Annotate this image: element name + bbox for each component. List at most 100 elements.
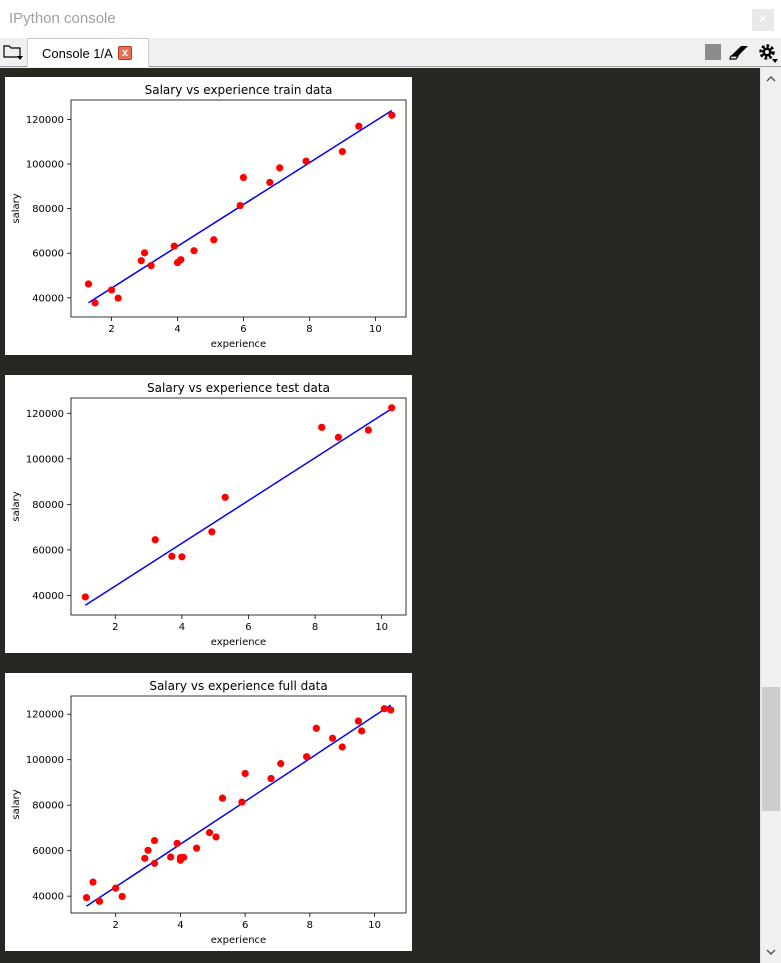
- test-data-chart: Salary vs experience test data 2 4 6 8 10 4000…: [11, 381, 407, 648]
- data-point: [180, 853, 188, 861]
- data-point: [173, 839, 181, 847]
- data-point: [84, 280, 93, 288]
- data-point: [388, 111, 396, 119]
- tab-label: Console 1/A: [42, 46, 113, 61]
- x-tick-label: 10: [375, 622, 388, 633]
- y-tick-label: 100000: [26, 755, 64, 766]
- data-point: [151, 536, 159, 544]
- data-point: [205, 829, 214, 837]
- x-tick-label: 6: [245, 622, 251, 633]
- plot-full: Salary vs experience full data 2 4 6 8 10 4000…: [5, 673, 412, 951]
- chart-title: Salary vs experience full data: [149, 679, 327, 693]
- data-point: [210, 236, 218, 244]
- data-point: [147, 262, 155, 270]
- data-point: [112, 884, 120, 892]
- data-point: [178, 553, 186, 561]
- data-point: [89, 878, 97, 886]
- x-tick-label: 10: [368, 920, 381, 931]
- data-point: [218, 794, 227, 802]
- plot-frame: [70, 397, 407, 616]
- stop-icon[interactable]: [705, 44, 721, 60]
- y-tick-label: 120000: [26, 115, 64, 126]
- eraser-icon[interactable]: [729, 43, 751, 61]
- data-point: [276, 164, 284, 172]
- vertical-scrollbar[interactable]: [760, 68, 781, 963]
- data-point: [328, 734, 337, 742]
- data-point: [212, 833, 220, 841]
- data-point: [380, 705, 388, 713]
- x-tick-label: 4: [177, 920, 183, 931]
- y-tick-label: 60000: [32, 249, 64, 260]
- pane-titlebar: IPython console ×: [0, 0, 781, 38]
- data-point: [95, 897, 104, 905]
- train-data-chart: Salary vs experience train data 2 4 6 8 10 400…: [11, 83, 407, 350]
- y-axis-label: salary: [11, 789, 22, 819]
- scroll-up-icon[interactable]: [765, 73, 777, 85]
- x-axis-label: experience: [211, 637, 266, 648]
- data-point: [81, 593, 89, 601]
- y-tick-label: 80000: [32, 204, 64, 215]
- y-tick-label: 100000: [26, 454, 64, 465]
- console-output-area[interactable]: Salary vs experience train data 2 4 6 8 10 400…: [0, 68, 760, 963]
- x-tick-label: 4: [174, 324, 180, 335]
- x-tick-label: 8: [306, 324, 312, 335]
- pane-title: IPython console: [9, 10, 116, 27]
- gear-icon[interactable]: [757, 42, 779, 64]
- x-tick-label: 2: [112, 920, 118, 931]
- close-tab-icon[interactable]: x: [118, 46, 132, 60]
- plot-frame: [70, 695, 407, 914]
- data-point: [239, 173, 248, 182]
- folder-options-icon[interactable]: [3, 43, 23, 61]
- data-point: [338, 147, 346, 156]
- data-point: [168, 552, 176, 560]
- y-tick-label: 80000: [32, 801, 64, 812]
- x-tick-label: 6: [240, 324, 246, 335]
- data-point: [236, 201, 244, 210]
- x-tick-label: 4: [179, 622, 185, 633]
- data-point: [312, 724, 320, 732]
- x-tick-label: 8: [307, 920, 313, 931]
- data-point: [388, 404, 396, 412]
- data-point: [358, 727, 366, 735]
- plot-frame: [70, 99, 407, 318]
- tab-bar: Console 1/A x: [0, 38, 781, 67]
- data-point: [241, 769, 249, 778]
- y-tick-label: 40000: [32, 591, 64, 602]
- data-point: [170, 242, 178, 250]
- y-tick-label: 60000: [32, 545, 64, 556]
- data-point: [192, 844, 201, 852]
- x-tick-label: 10: [369, 324, 382, 335]
- tab-console[interactable]: Console 1/A x: [27, 38, 149, 67]
- data-point: [221, 493, 229, 501]
- data-point: [150, 836, 159, 845]
- y-tick-label: 60000: [32, 846, 64, 857]
- full-data-chart: Salary vs experience full data 2 4 6 8 10 4000…: [11, 679, 407, 946]
- data-point: [387, 706, 395, 714]
- x-axis-label: experience: [211, 339, 266, 350]
- y-tick-label: 40000: [32, 293, 64, 304]
- plot-train: Salary vs experience train data 2 4 6 8 10 400…: [5, 77, 412, 355]
- scrollbar-thumb[interactable]: [762, 687, 780, 811]
- data-point: [354, 717, 363, 725]
- data-point: [238, 798, 246, 806]
- data-point: [355, 122, 363, 130]
- y-tick-label: 120000: [26, 710, 64, 721]
- data-point: [167, 853, 175, 861]
- data-point: [267, 774, 275, 783]
- data-point: [364, 426, 372, 434]
- data-point: [190, 247, 198, 255]
- scroll-down-icon[interactable]: [765, 946, 777, 958]
- data-point: [114, 294, 122, 302]
- data-point: [140, 249, 149, 257]
- x-tick-label: 2: [108, 324, 114, 335]
- chart-title: Salary vs experience test data: [147, 381, 330, 395]
- x-tick-label: 6: [242, 920, 248, 931]
- regression-line: [86, 704, 392, 907]
- close-pane-button[interactable]: ×: [752, 9, 774, 31]
- data-point: [277, 760, 285, 768]
- data-point: [150, 859, 159, 867]
- data-point: [303, 753, 311, 761]
- y-tick-label: 120000: [26, 409, 64, 420]
- data-point: [91, 299, 99, 307]
- y-tick-label: 100000: [26, 160, 64, 171]
